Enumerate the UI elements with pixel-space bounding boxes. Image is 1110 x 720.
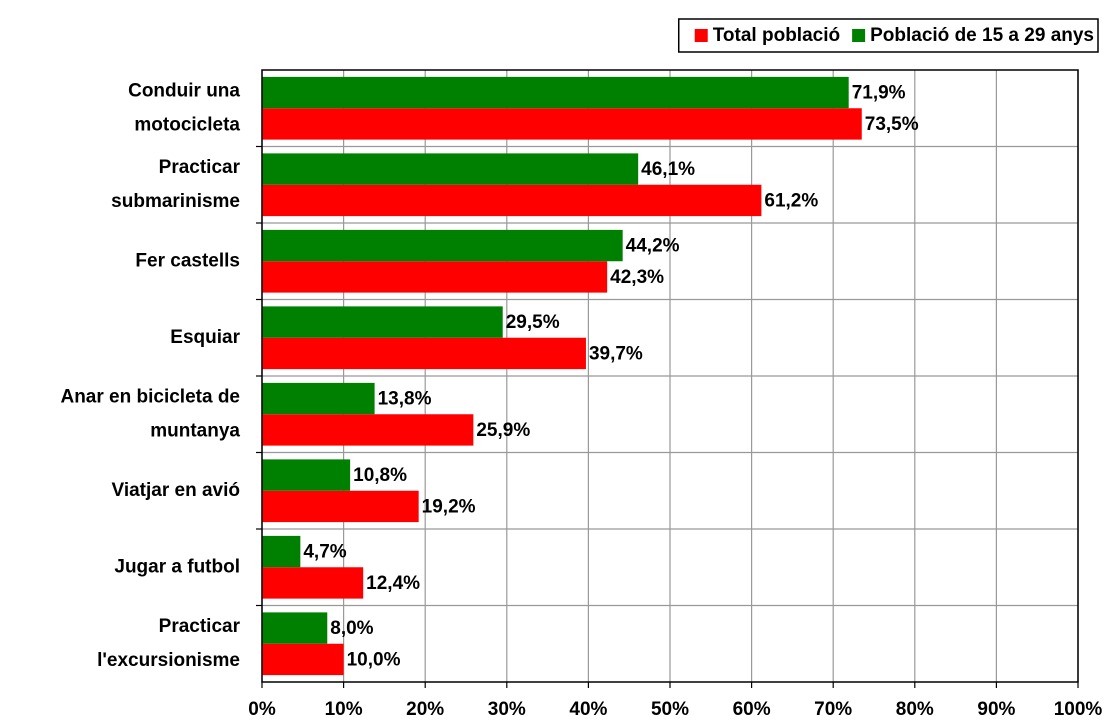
bar [262,108,862,140]
y-tick-label: Practicar [159,157,241,178]
x-tick-label: 30% [488,699,526,720]
value-label: 61,2% [764,190,818,211]
y-tick-label: Jugar a futbol [114,556,240,577]
y-tick-label: Viatjar en avió [112,480,241,501]
bar [262,414,474,446]
y-tick-label: Practicar [159,616,241,637]
value-label: 12,4% [366,573,420,594]
legend-box [677,18,1099,53]
legend-swatch [694,29,708,42]
bar [262,382,375,415]
value-label: 10,8% [353,465,407,486]
bar [262,643,344,676]
value-label: 73,5% [865,114,919,135]
x-tick-label: 100% [1054,699,1103,720]
value-label: 4,7% [303,542,346,563]
value-label: 44,2% [626,236,680,257]
x-tick-label: 50% [651,699,689,720]
y-tick-label: l'excursionisme [97,650,240,671]
x-tick-label: 10% [325,699,363,720]
bar [262,490,419,523]
bar [262,229,623,262]
value-label: 10,0% [347,649,401,670]
y-tick-label: Esquiar [170,327,240,348]
y-tick-label: Fer castells [135,250,240,271]
value-label: 29,5% [506,312,560,333]
x-tick-label: 60% [733,699,771,720]
bar [262,76,849,109]
y-tick-label: Conduir una [128,80,240,101]
y-tick-label: motocicleta [134,114,240,135]
y-tick-label: Anar en bicicleta de [60,386,240,407]
bar [262,567,364,599]
legend-label: Població de 15 a 29 anys [870,25,1094,46]
bar [262,337,586,370]
bar [262,153,639,185]
x-tick-label: 40% [569,699,607,720]
value-label: 19,2% [422,496,476,517]
value-label: 46,1% [641,159,695,180]
bar [262,306,503,338]
x-tick-label: 70% [814,699,852,720]
value-label: 39,7% [589,343,643,364]
plot-border [261,69,1079,683]
legend-swatch [852,29,866,42]
y-tick-label: submarinisme [111,191,240,212]
x-tick-label: 80% [896,699,934,720]
value-label: 25,9% [476,420,530,441]
value-label: 71,9% [852,83,906,104]
x-tick-label: 0% [248,699,276,720]
bar [262,184,762,217]
value-label: 42,3% [610,267,664,288]
bar [262,612,328,644]
bar [262,535,301,568]
x-tick-label: 90% [977,699,1015,720]
y-tick-label: muntanya [150,420,240,441]
bar [262,261,608,293]
value-label: 8,0% [330,618,373,639]
x-tick-label: 20% [406,699,444,720]
value-label: 13,8% [378,389,432,410]
bar [262,459,351,491]
legend-label: Total població [713,25,840,46]
